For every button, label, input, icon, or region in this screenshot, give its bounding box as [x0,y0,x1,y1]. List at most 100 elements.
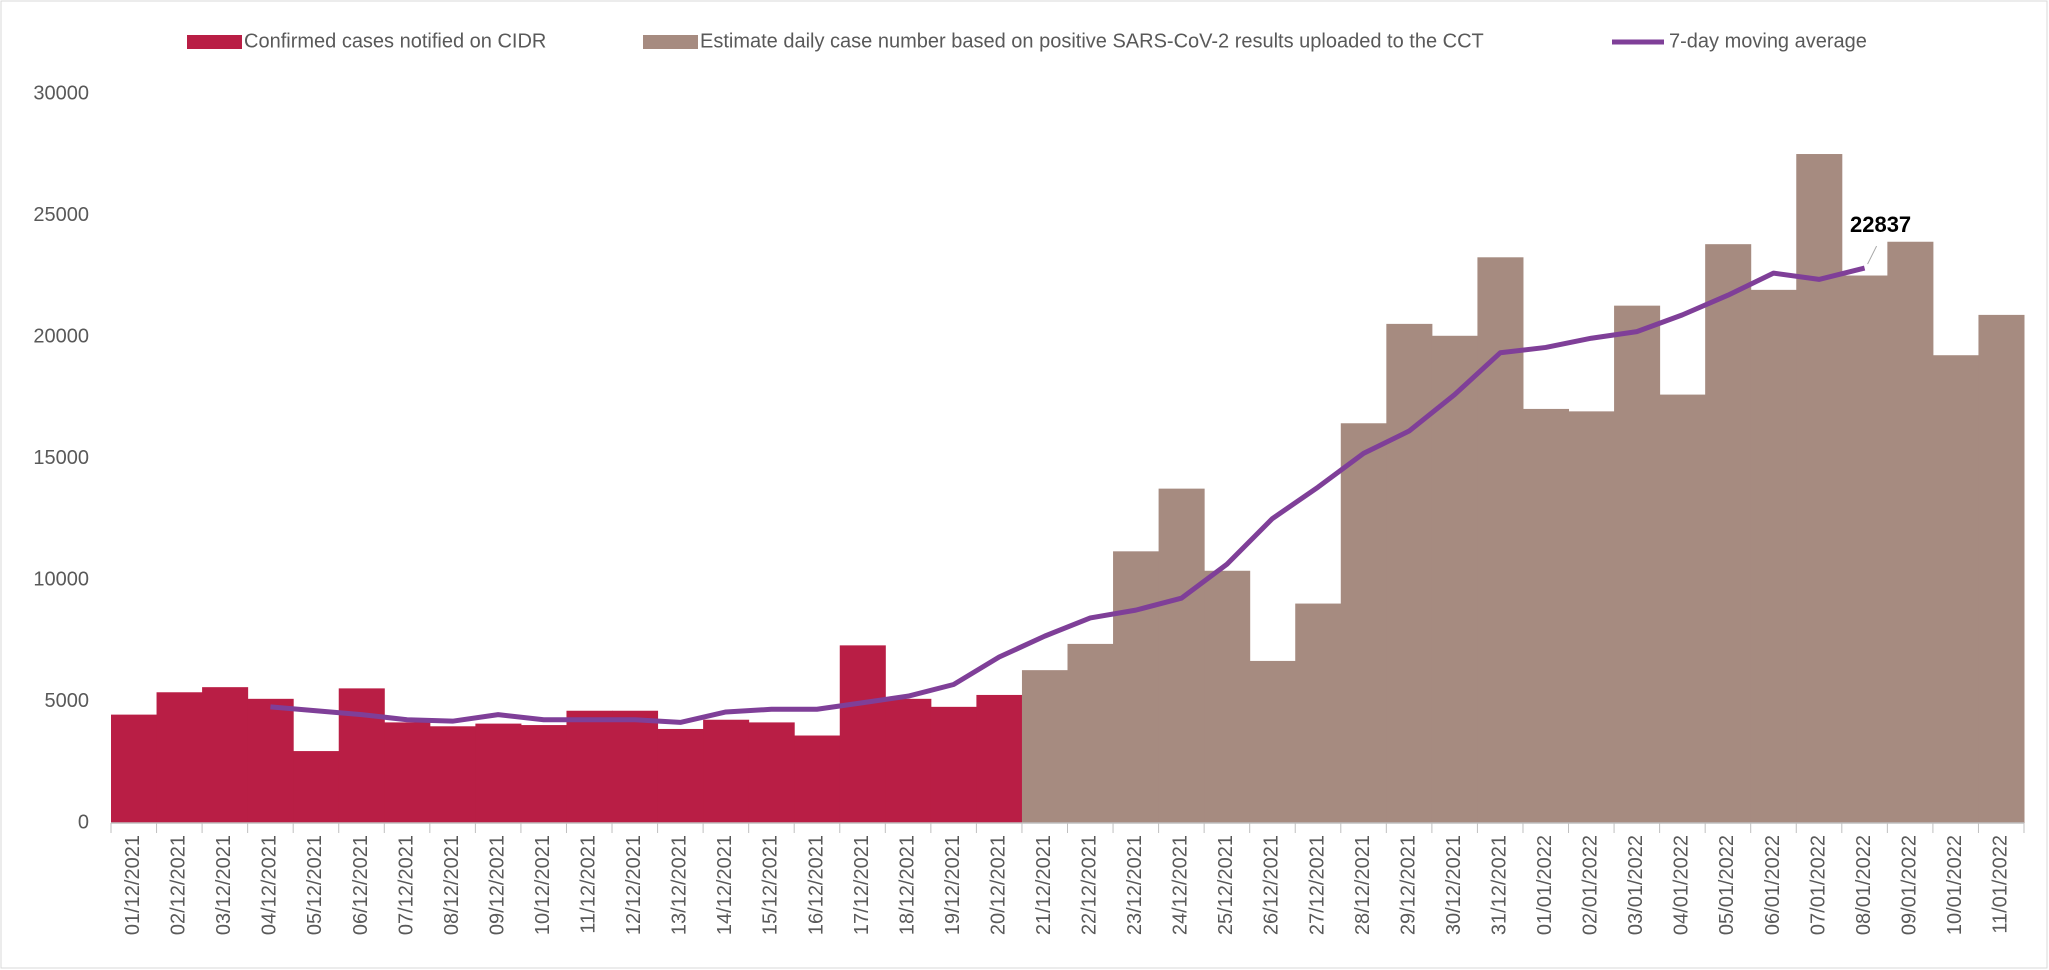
bar [111,714,158,823]
x-tick-label: 03/01/2022 [1625,835,1647,935]
bar [976,694,1023,823]
bar [657,728,704,823]
x-tick-label: 26/12/2021 [1261,835,1283,935]
bar [1386,323,1433,823]
x-tick-label: 23/12/2021 [1124,835,1146,935]
bar [338,688,385,823]
x-tick-label: 15/12/2021 [760,835,782,935]
x-tick-label: 05/12/2021 [304,835,326,935]
bar [1887,241,1934,823]
y-tick-label: 20000 [33,325,89,347]
bar [1340,423,1387,823]
bar [247,698,294,823]
line [270,265,1866,725]
bar [1477,257,1524,823]
x-tick-label: 07/12/2021 [395,835,417,935]
bar [748,722,795,823]
x-tick-label: 01/01/2022 [1534,835,1556,935]
legend-swatch [643,35,698,49]
bar [156,692,203,823]
x-tick-label: 01/12/2021 [122,835,144,935]
x-tick-label: 10/01/2022 [1944,835,1966,935]
x-tick-label: 05/01/2022 [1716,835,1738,935]
bar [1705,244,1752,823]
bar [1204,570,1251,823]
x-tick-label: 16/12/2021 [805,835,827,935]
y-tick-label: 15000 [33,447,89,469]
bar [384,722,431,823]
x-tick-label: 14/12/2021 [714,835,736,935]
bar [794,735,841,823]
bar [1841,275,1888,823]
legend-label: 7-day moving average [1669,30,1867,52]
x-tick-label: 13/12/2021 [669,835,691,935]
bar [293,751,340,823]
bar [703,719,750,823]
x-tick-label: 18/12/2021 [896,835,918,935]
x-tick-label: 31/12/2021 [1488,835,1510,935]
y-tick-label: 25000 [33,204,89,226]
bar [1295,603,1342,823]
bar [520,725,567,823]
y-tick-label: 5000 [45,690,90,712]
x-tick-label: 06/12/2021 [350,835,372,935]
bar [566,710,613,823]
x-tick-label: 21/12/2021 [1033,835,1055,935]
x-tick-label: 10/12/2021 [532,835,554,935]
bar [612,710,659,823]
y-tick-label: 10000 [33,568,89,590]
bar [885,698,932,823]
x-tick-label: 11/01/2022 [1990,835,2012,934]
x-tick-label: 03/12/2021 [213,835,235,935]
x-tick-label: 08/12/2021 [441,835,463,935]
x-tick-label: 04/01/2022 [1671,835,1693,935]
x-tick-label: 27/12/2021 [1306,835,1328,935]
bar [1249,660,1296,823]
bar [1659,394,1706,823]
bar [1113,551,1160,823]
bar [1021,670,1068,823]
bar [429,726,476,823]
x-tick-label: 20/12/2021 [987,835,1009,935]
bar [930,706,977,823]
bar [1568,411,1615,823]
leader-line [1867,245,1878,265]
y-tick-label: 30000 [33,82,89,104]
x-tick-label: 04/12/2021 [259,835,281,935]
bar [1978,314,2025,823]
x-tick-label: 24/12/2021 [1170,835,1192,935]
x-tick-label: 19/12/2021 [942,835,964,935]
x-tick-label: 12/12/2021 [623,835,645,935]
x-tick-label: 28/12/2021 [1352,835,1374,935]
bar [1158,488,1205,823]
x-tick-label: 07/01/2022 [1807,835,1829,935]
bar [1431,335,1478,823]
bar [1750,289,1797,823]
x-tick-label: 25/12/2021 [1215,835,1237,935]
x-tick-label: 02/12/2021 [168,835,190,935]
x-tick-label: 22/12/2021 [1079,835,1101,935]
x-tick-label: 02/01/2022 [1580,835,1602,935]
y-tick-label: 0 [78,811,89,833]
bar [202,687,249,823]
x-tick-label: 08/01/2022 [1853,835,1875,935]
bar [1932,355,1979,823]
x-tick-label: 11/12/2021 [578,835,600,934]
x-tick-label: 17/12/2021 [851,835,873,935]
bar [1522,408,1570,823]
legend-label: Estimate daily case number based on posi… [700,30,1484,52]
x-tick-label: 09/01/2022 [1898,835,1920,935]
x-tick-label: 09/12/2021 [486,835,508,935]
x-tick-label: 29/12/2021 [1397,835,1419,935]
bar [1067,643,1114,823]
legend-swatch [187,35,242,49]
bar [475,723,522,823]
x-tick-label: 06/01/2022 [1762,835,1784,935]
bar [839,645,886,823]
bar [1614,305,1661,823]
x-tick-label: 30/12/2021 [1443,835,1465,935]
data-label: 22837 [1850,212,1911,237]
bar [1796,154,1843,823]
